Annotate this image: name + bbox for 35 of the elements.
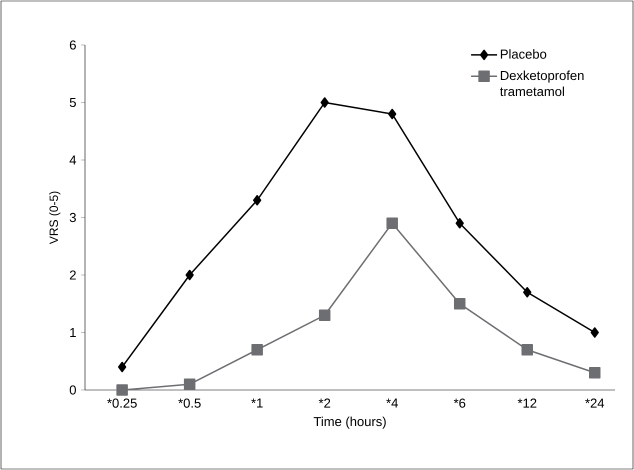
y-tick-label: 5 bbox=[70, 98, 76, 108]
point bbox=[253, 195, 262, 206]
point bbox=[320, 97, 329, 108]
x-tick-label: *0.25 bbox=[107, 398, 137, 408]
point bbox=[186, 270, 194, 280]
point bbox=[456, 218, 464, 228]
x-tick-label: *2 bbox=[318, 398, 330, 408]
point bbox=[184, 378, 196, 390]
legend-label: Dexketoprofen trametamol bbox=[500, 70, 584, 96]
x-tick-label: *0.5 bbox=[178, 398, 201, 408]
x-tick-label: *24 bbox=[585, 398, 604, 408]
x-tick-label: *4 bbox=[386, 398, 398, 408]
y-axis-title: VRS (0-5) bbox=[49, 192, 60, 244]
point bbox=[523, 287, 532, 298]
point bbox=[521, 344, 533, 356]
point bbox=[118, 362, 126, 372]
point bbox=[251, 344, 263, 356]
point bbox=[318, 310, 330, 321]
y-tick-label: 4 bbox=[70, 156, 76, 164]
legend-label: Placebo bbox=[500, 49, 546, 59]
x-axis-title: Time (hours) bbox=[314, 416, 386, 429]
point bbox=[386, 218, 398, 229]
y-tick-label: 1 bbox=[70, 328, 76, 337]
y-tick-label: 6 bbox=[70, 40, 76, 50]
y-tick-label: 0 bbox=[70, 385, 76, 395]
point bbox=[454, 298, 466, 310]
y-tick-label: 3 bbox=[70, 212, 76, 222]
point bbox=[388, 108, 396, 120]
x-tick-label: *6 bbox=[454, 398, 466, 408]
y-tick-label: 2 bbox=[70, 270, 76, 280]
point bbox=[590, 327, 599, 338]
x-tick-label: *1 bbox=[251, 398, 263, 408]
point bbox=[589, 367, 600, 378]
point bbox=[116, 384, 128, 396]
x-tick-label: *12 bbox=[518, 398, 536, 408]
